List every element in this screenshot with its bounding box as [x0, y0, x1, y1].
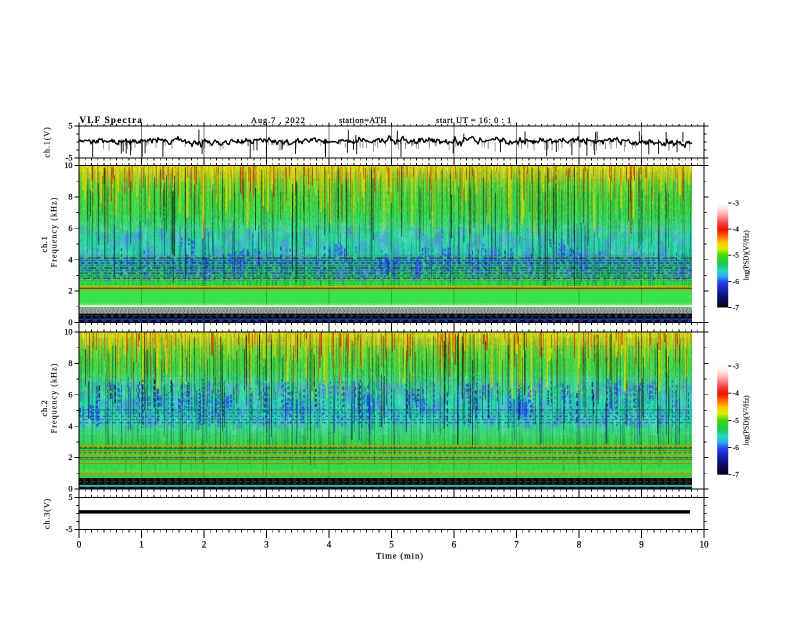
svg-text:ch.3(V): ch.3(V): [43, 498, 52, 529]
svg-text:station=ATH: station=ATH: [339, 116, 387, 125]
svg-text:Time (min): Time (min): [376, 551, 424, 561]
svg-text:log(PSD)(V2/Hz): log(PSD)(V2/Hz): [743, 230, 751, 281]
svg-text:3: 3: [264, 540, 269, 550]
svg-text:-5: -5: [66, 154, 73, 163]
svg-text:6: 6: [452, 540, 457, 550]
svg-text:-5: -5: [733, 417, 739, 425]
svg-text:log(PSD)(V2/Hz): log(PSD)(V2/Hz): [743, 395, 751, 446]
svg-text:2: 2: [202, 540, 207, 550]
svg-text:-7: -7: [733, 304, 739, 312]
svg-text:4: 4: [68, 255, 73, 264]
svg-text:-3: -3: [733, 362, 739, 370]
svg-text:ch.1: ch.1: [40, 236, 49, 253]
svg-text:5: 5: [389, 540, 394, 550]
svg-text:0: 0: [68, 318, 72, 327]
svg-text:-4: -4: [733, 226, 739, 234]
svg-text:2: 2: [68, 287, 72, 296]
svg-text:6: 6: [68, 390, 72, 399]
svg-text:-6: -6: [733, 278, 739, 286]
svg-text:-6: -6: [733, 444, 739, 452]
svg-text:8: 8: [68, 193, 72, 202]
svg-text:VLF Spectra: VLF Spectra: [80, 115, 144, 125]
svg-text:5: 5: [68, 493, 72, 502]
svg-text:10: 10: [64, 161, 72, 170]
svg-text:8: 8: [68, 359, 72, 368]
svg-text:10: 10: [700, 540, 710, 550]
svg-text:Frequency (kHz): Frequency (kHz): [49, 197, 58, 268]
svg-text:Aug.7 , 2022: Aug.7 , 2022: [251, 116, 306, 125]
svg-text:-5: -5: [733, 252, 739, 260]
svg-text:7: 7: [514, 540, 519, 550]
svg-text:0: 0: [77, 540, 82, 550]
svg-text:-7: -7: [733, 471, 739, 479]
svg-text:ch.2: ch.2: [40, 400, 49, 417]
svg-text:-5: -5: [66, 525, 73, 534]
svg-text:4: 4: [327, 540, 332, 550]
svg-text:8: 8: [577, 540, 582, 550]
svg-text:-4: -4: [733, 390, 739, 398]
svg-text:1: 1: [139, 540, 144, 550]
svg-text:9: 9: [639, 540, 644, 550]
svg-text:ch.1(V): ch.1(V): [43, 126, 52, 157]
svg-text:start UT = 16: 0 : 1: start UT = 16: 0 : 1: [436, 116, 512, 125]
svg-text:6: 6: [68, 224, 72, 233]
svg-text:0: 0: [68, 485, 72, 494]
svg-text:-3: -3: [733, 199, 739, 207]
svg-text:2: 2: [68, 453, 72, 462]
svg-text:Frequency (kHz): Frequency (kHz): [49, 363, 58, 434]
svg-text:5: 5: [68, 122, 72, 131]
svg-text:4: 4: [68, 422, 73, 431]
svg-text:10: 10: [64, 328, 72, 337]
